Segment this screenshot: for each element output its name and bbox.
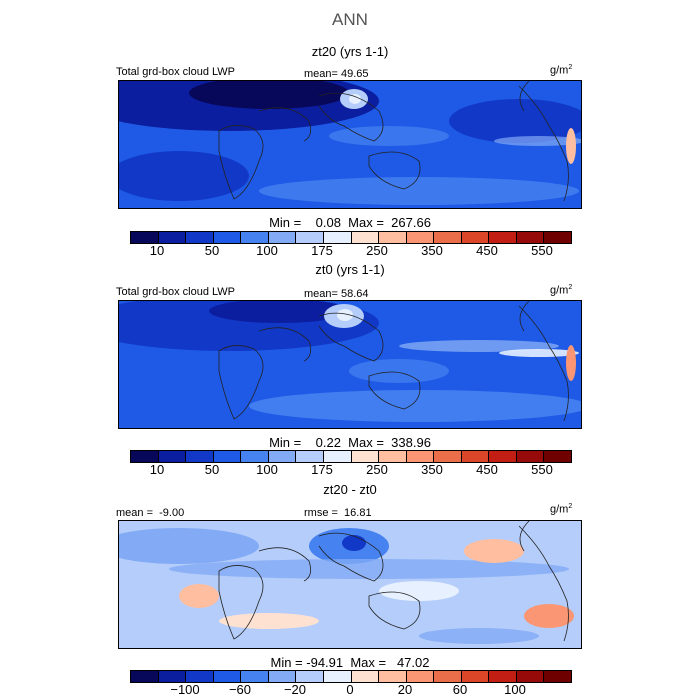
colorbar-1-swatch — [434, 232, 462, 243]
colorbar-3-swatch — [296, 671, 324, 682]
colorbar-3-tick: 60 — [452, 682, 468, 697]
panel-1-units: g/m2 — [550, 64, 573, 77]
colorbar-1-tick: 100 — [256, 243, 278, 258]
colorbar-1-swatch — [186, 232, 214, 243]
panel-1-title: zt20 (yrs 1-1) — [311, 44, 389, 59]
colorbar-2-swatch — [241, 451, 269, 462]
colorbar-1-tick: 350 — [421, 243, 443, 258]
colorbar-3-swatch — [158, 671, 187, 682]
panel-1-map-field — [119, 81, 581, 208]
colorbar-2-swatch — [158, 451, 187, 462]
colorbar-1-swatch — [351, 232, 380, 243]
colorbar-3-tick: −60 — [228, 682, 252, 697]
colorbar-2-swatch — [131, 451, 159, 462]
colorbar-1-swatch — [158, 232, 187, 243]
colorbar-2-swatch — [268, 451, 297, 462]
colorbar-2-swatch — [351, 451, 380, 462]
colorbar-3-swatch — [186, 671, 214, 682]
panel-3-units: g/m2 — [550, 503, 573, 516]
colorbar-3-swatch — [489, 671, 517, 682]
colorbar-1-tick: 250 — [366, 243, 388, 258]
colorbar-3-tick: 0 — [346, 682, 354, 697]
colorbar-1-swatch — [268, 232, 297, 243]
colorbar-2-swatch — [213, 451, 242, 462]
panel-3-map — [118, 520, 582, 649]
colorbar-3-tick: 100 — [504, 682, 526, 697]
colorbar-2-swatch — [296, 451, 324, 462]
panel-3-min-max: Min = -94.91 Max = 47.02 — [270, 655, 430, 670]
panel-3-map-field — [119, 521, 581, 648]
colorbar-2-swatch — [461, 451, 490, 462]
colorbar-3-swatch — [516, 671, 545, 682]
colorbar-2-tick: 50 — [204, 462, 220, 477]
figure-title: ANN — [332, 10, 368, 29]
panel-3-title: zt20 - zt0 — [323, 482, 377, 497]
colorbar-3-swatch — [241, 671, 269, 682]
panel-1-map — [118, 80, 582, 209]
colorbar-1-swatch — [406, 232, 435, 243]
colorbar-1-swatch — [489, 232, 517, 243]
panel-2-mean: mean= 58.64 — [304, 288, 369, 300]
colorbar-3 — [130, 670, 572, 683]
colorbar-1-tick: 175 — [311, 243, 333, 258]
panel-1-mean: mean= 49.65 — [304, 68, 369, 80]
colorbar-2-tick: 450 — [476, 462, 498, 477]
colorbar-2-tick: 100 — [256, 462, 278, 477]
panel-2-variable-label: Total grd-box cloud LWP — [116, 286, 236, 298]
colorbar-3-tick: −20 — [283, 682, 307, 697]
panel-2-map — [118, 300, 582, 429]
colorbar-1-tick: 50 — [204, 243, 220, 258]
colorbar-1-swatch — [213, 232, 242, 243]
panel-2-map-field — [119, 301, 581, 428]
colorbar-2-swatch — [516, 451, 545, 462]
colorbar-2-swatch — [489, 451, 517, 462]
colorbar-3-swatch — [323, 671, 352, 682]
colorbar-2-swatch — [323, 451, 352, 462]
colorbar-1-swatch — [544, 232, 571, 243]
colorbar-1-tick: 10 — [149, 243, 165, 258]
colorbar-2-tick: 250 — [366, 462, 388, 477]
colorbar-2 — [130, 450, 572, 463]
colorbar-2-tick: 175 — [311, 462, 333, 477]
colorbar-2-tick: 350 — [421, 462, 443, 477]
colorbar-2-swatch — [434, 451, 462, 462]
colorbar-3-swatch — [379, 671, 407, 682]
panel-1-min-max: Min = 0.08 Max = 267.66 — [269, 215, 431, 230]
colorbar-3-swatch — [351, 671, 380, 682]
colorbar-1-swatch — [323, 232, 352, 243]
colorbar-3-tick: 20 — [397, 682, 413, 697]
colorbar-1-swatch — [131, 232, 159, 243]
colorbar-3-tick: −100 — [170, 682, 200, 697]
colorbar-3-swatch — [268, 671, 297, 682]
colorbar-1 — [130, 231, 572, 244]
colorbar-1-swatch — [379, 232, 407, 243]
colorbar-2-swatch — [544, 451, 571, 462]
panel-1-variable-label: Total grd-box cloud LWP — [116, 66, 236, 78]
colorbar-2-swatch — [406, 451, 435, 462]
colorbar-3-swatch — [544, 671, 571, 682]
colorbar-3-swatch — [434, 671, 462, 682]
colorbar-2-swatch — [186, 451, 214, 462]
panel-3-mean: mean = -9.00 — [116, 507, 185, 519]
colorbar-3-swatch — [461, 671, 490, 682]
colorbar-2-tick: 550 — [531, 462, 553, 477]
colorbar-2-tick: 10 — [149, 462, 165, 477]
colorbar-3-swatch — [213, 671, 242, 682]
colorbar-1-tick: 450 — [476, 243, 498, 258]
colorbar-1-swatch — [516, 232, 545, 243]
panel-2-units: g/m2 — [550, 284, 573, 297]
colorbar-1-swatch — [296, 232, 324, 243]
panel-2-title: zt0 (yrs 1-1) — [315, 262, 385, 277]
colorbar-2-swatch — [379, 451, 407, 462]
colorbar-1-swatch — [461, 232, 490, 243]
panel-2-min-max: Min = 0.22 Max = 338.96 — [269, 435, 431, 450]
colorbar-3-swatch — [406, 671, 435, 682]
colorbar-1-swatch — [241, 232, 269, 243]
colorbar-3-swatch — [131, 671, 159, 682]
panel-3-rmse: rmse = 16.81 — [304, 507, 372, 519]
colorbar-1-tick: 550 — [531, 243, 553, 258]
